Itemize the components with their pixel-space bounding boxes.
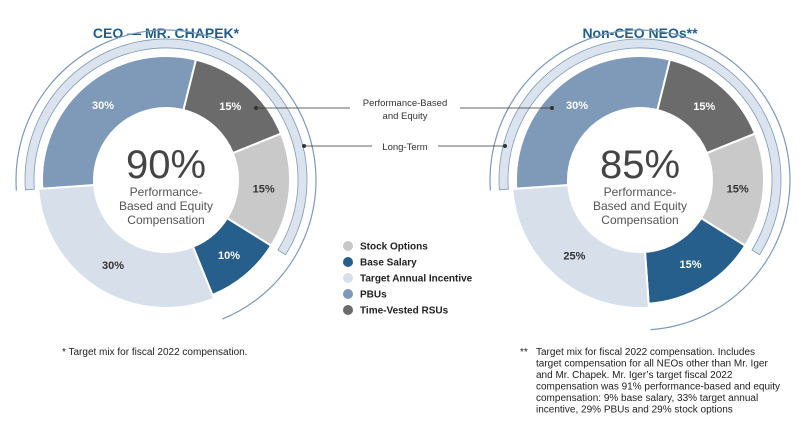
legend-swatch-stock-options	[343, 241, 353, 251]
footnote-non-ceo-line: and Mr. Chapek. Mr. Iger’s target fiscal…	[536, 370, 733, 381]
slice-label-stock-options: 15%	[727, 184, 749, 196]
performance-based-arc	[15, 29, 317, 320]
long-term-ring	[24, 38, 308, 256]
center-value: 85%	[600, 143, 680, 187]
callout-performance: Performance-Based and Equity	[254, 98, 554, 122]
footnote-non-ceo-line: compensation: 9% base salary, 33% target…	[536, 393, 758, 404]
slice-label-pbus: 30%	[566, 100, 588, 112]
callout-performance-line1: Performance-Based	[363, 98, 447, 109]
donut-chart-ceo: 15% 10% 30% 30% 15% 90%Performance-Based and …	[15, 29, 317, 320]
slice-label-target-annual-incentive: 25%	[563, 250, 585, 262]
footnote-non-ceo: Target mix for fiscal 2022 compensation.…	[536, 347, 780, 416]
legend-label-target-annual-incentive: Target Annual Incentive	[360, 274, 473, 285]
legend-label-time-vested-rsus: Time-Vested RSUs	[360, 306, 449, 317]
slice-target-annual-incentive	[511, 183, 650, 309]
callout-dot-left-top	[254, 106, 258, 110]
slice-pbus	[515, 55, 672, 190]
callout-long-term: Long-Term	[302, 142, 507, 153]
center-label-line: Based and Equity	[119, 199, 213, 213]
center-label-line: Compensation	[127, 213, 204, 227]
footnote-non-ceo-line: target compensation for all NEOs other t…	[536, 359, 768, 370]
slice-label-base-salary: 10%	[218, 250, 240, 262]
center-label-line: Compensation	[601, 213, 678, 227]
callout-dot-right-bottom	[503, 144, 507, 148]
chart-title-non-ceo: Non-CEO NEOs**	[582, 25, 698, 41]
center-label-line: Based and Equity	[593, 199, 687, 213]
callout-long-term-text: Long-Term	[382, 142, 427, 153]
slice-target-annual-incentive	[37, 183, 216, 309]
center-value: 90%	[126, 143, 206, 187]
callout-dot-right-top	[550, 106, 554, 110]
slice-label-time-vested-rsus: 15%	[219, 101, 241, 113]
legend-swatch-pbus	[343, 289, 353, 299]
footnote-non-ceo-marker: **	[520, 347, 528, 358]
donut-chart-non-ceo: 15% 15% 25% 30% 15% 85%Performance-Based and …	[489, 29, 791, 331]
legend-swatch-time-vested-rsus	[343, 305, 353, 315]
slice-label-base-salary: 15%	[679, 259, 701, 271]
chart-title-ceo: CEO — MR. CHAPEK*	[93, 25, 240, 41]
slice-label-time-vested-rsus: 15%	[693, 101, 715, 113]
slice-label-target-annual-incentive: 30%	[102, 260, 124, 272]
slice-time-vested-rsus	[656, 58, 757, 155]
performance-based-arc	[489, 29, 791, 331]
slice-label-pbus: 30%	[92, 100, 114, 112]
footnote-ceo: * Target mix for fiscal 2022 compensatio…	[62, 347, 247, 358]
footnote-non-ceo-line: Target mix for fiscal 2022 compensation.…	[536, 347, 755, 358]
center-label-line: Performance-	[604, 185, 677, 199]
legend-label-base-salary: Base Salary	[360, 258, 417, 269]
long-term-ring	[498, 38, 782, 256]
footnote-non-ceo-line: incentive, 29% PBUs and 29% stock option…	[536, 405, 733, 416]
legend-label-pbus: PBUs	[360, 290, 387, 301]
legend: Stock Options Base Salary Target Annual In…	[343, 241, 473, 317]
slice-pbus	[41, 55, 198, 190]
slice-label-stock-options: 15%	[253, 184, 275, 196]
footnote-non-ceo-line: compensation was 91% performance-based a…	[536, 382, 780, 393]
legend-label-stock-options: Stock Options	[360, 242, 428, 253]
callout-dot-left-bottom	[302, 144, 306, 148]
slice-time-vested-rsus	[182, 58, 283, 155]
center-label-line: Performance-	[130, 185, 203, 199]
legend-swatch-target-annual-incentive	[343, 273, 353, 283]
callout-performance-line2: and Equity	[383, 111, 428, 122]
legend-swatch-base-salary	[343, 257, 353, 267]
